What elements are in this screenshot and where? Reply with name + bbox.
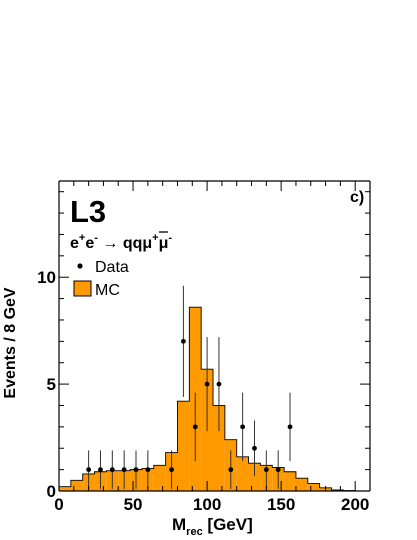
process-label: e+e- → qqμ+μ-: [70, 232, 172, 252]
data-point: [228, 467, 234, 473]
data-point: [133, 467, 139, 473]
data-point: [263, 467, 269, 473]
data-point: [240, 424, 246, 430]
data-point: [252, 445, 257, 451]
data-point: [121, 467, 127, 473]
data-point: [169, 467, 174, 473]
data-point: [145, 467, 151, 473]
mc-bin: [284, 471, 296, 491]
panel-label: c): [350, 189, 364, 206]
legend-mc-swatch: [73, 280, 92, 297]
data-points: [86, 285, 293, 489]
mc-bin: [177, 401, 190, 491]
axes: [58, 180, 371, 492]
y-tick-label: 5: [47, 375, 56, 394]
tick-labels: 0 50 100 150 200 0 5 10: [37, 268, 369, 514]
data-point: [98, 467, 103, 473]
mc-bin: [236, 456, 249, 491]
x-tick-label: 200: [341, 495, 369, 514]
x-tick-label: 50: [124, 495, 143, 514]
mc-bin: [213, 405, 225, 491]
data-point: [204, 381, 210, 387]
data-point: [192, 424, 198, 430]
mc-outline: [58, 306, 356, 492]
data-point: [86, 467, 92, 473]
x-tick-label: 100: [193, 495, 221, 514]
legend-data-label: Data: [95, 259, 129, 276]
data-point: [181, 338, 186, 344]
y-axis-label: Events / 8 GeV: [2, 287, 19, 398]
data-point: [287, 424, 293, 430]
mc-bin: [153, 465, 166, 491]
x-tick-label: 150: [267, 495, 295, 514]
data-point: [216, 381, 222, 387]
data-point: [109, 467, 115, 473]
legend: Data MC: [73, 259, 129, 299]
mc-bin: [59, 486, 71, 491]
x-tick-label: 0: [54, 495, 63, 514]
experiment-label: L3: [70, 194, 106, 229]
mc-bin: [307, 483, 320, 491]
legend-mc-label: MC: [95, 282, 120, 299]
mc-bin: [295, 478, 308, 491]
mc-bin: [70, 480, 83, 491]
data-point: [275, 467, 281, 473]
mc-bin: [248, 463, 261, 491]
y-tick-label: 10: [37, 268, 56, 287]
x-axis-label: Mrec [GeV]: [172, 515, 253, 538]
legend-data-marker: [77, 263, 83, 269]
y-tick-label: 0: [47, 482, 56, 501]
